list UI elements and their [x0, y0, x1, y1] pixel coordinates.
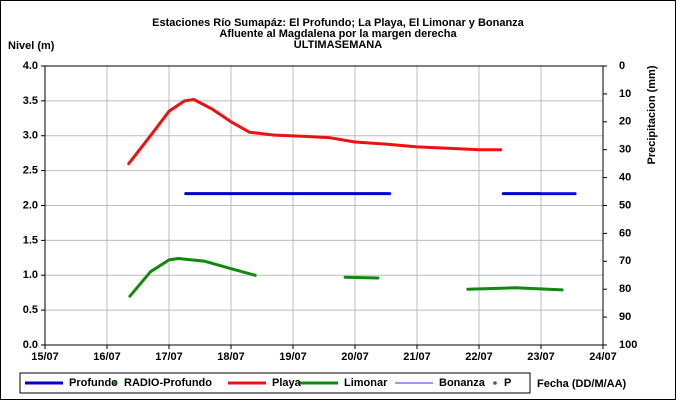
series-line — [127, 98, 503, 166]
y-tick-label: 4.0 — [23, 60, 38, 72]
chart-subtitle: ULTIMASEMANA — [294, 39, 382, 51]
y-tick-label: 0.5 — [23, 304, 38, 316]
legend — [19, 372, 531, 394]
chart-title: Estaciones Río Sumapáz: El Profundo; La … — [152, 17, 525, 29]
legend-label: Profundo — [69, 377, 118, 389]
y-tick-label: 3.0 — [23, 130, 38, 142]
y2-tick-label: 90 — [619, 311, 631, 323]
x-tick-label: 20/07 — [341, 351, 369, 363]
legend-swatch — [493, 381, 497, 385]
legend-label: Bonanza — [439, 377, 486, 389]
y2-tick-label: 60 — [619, 227, 631, 239]
y2-tick-label: 80 — [619, 283, 631, 295]
x-tick-label: 21/07 — [403, 351, 431, 363]
y2-tick-label: 100 — [619, 339, 637, 351]
y2-tick-label: 20 — [619, 116, 631, 128]
y-tick-label: 2.5 — [23, 165, 38, 177]
y2-tick-label: 30 — [619, 144, 631, 156]
x-tick-label: 24/07 — [589, 351, 617, 363]
y2-tick-label: 50 — [619, 199, 631, 211]
x-tick-label: 17/07 — [155, 351, 183, 363]
y-axis-label: Nivel (m) — [8, 40, 55, 52]
chart-subtitle: Afluente al Magdalena por la margen dere… — [219, 28, 457, 40]
series-line — [128, 257, 564, 298]
x-tick-label: 19/07 — [279, 351, 307, 363]
x-axis-label: Fecha (DD/M/AA) — [537, 378, 627, 390]
y-tick-label: 1.0 — [23, 269, 38, 281]
y-tick-label: 1.5 — [23, 234, 38, 246]
x-tick-label: 18/07 — [217, 351, 245, 363]
legend-label: P — [504, 377, 511, 389]
y-tick-label: 3.5 — [23, 95, 38, 107]
legend-label: Limonar — [344, 377, 388, 389]
y2-tick-label: 40 — [619, 172, 631, 184]
legend-label: Playa — [272, 377, 302, 389]
y-tick-label: 0.0 — [23, 339, 38, 351]
plot-border — [44, 65, 604, 346]
x-tick-label: 23/07 — [527, 351, 555, 363]
x-tick-label: 15/07 — [31, 351, 59, 363]
y2-axis-label: Precipitacion (mm) — [646, 65, 658, 164]
x-tick-label: 16/07 — [93, 351, 121, 363]
legend-swatch — [113, 381, 117, 385]
x-tick-label: 22/07 — [465, 351, 493, 363]
y-tick-label: 2.0 — [23, 199, 38, 211]
y2-tick-label: 0 — [619, 60, 625, 72]
legend-label: RADIO-Profundo — [124, 377, 212, 389]
y2-tick-label: 10 — [619, 88, 631, 100]
y2-tick-label: 70 — [619, 255, 631, 267]
